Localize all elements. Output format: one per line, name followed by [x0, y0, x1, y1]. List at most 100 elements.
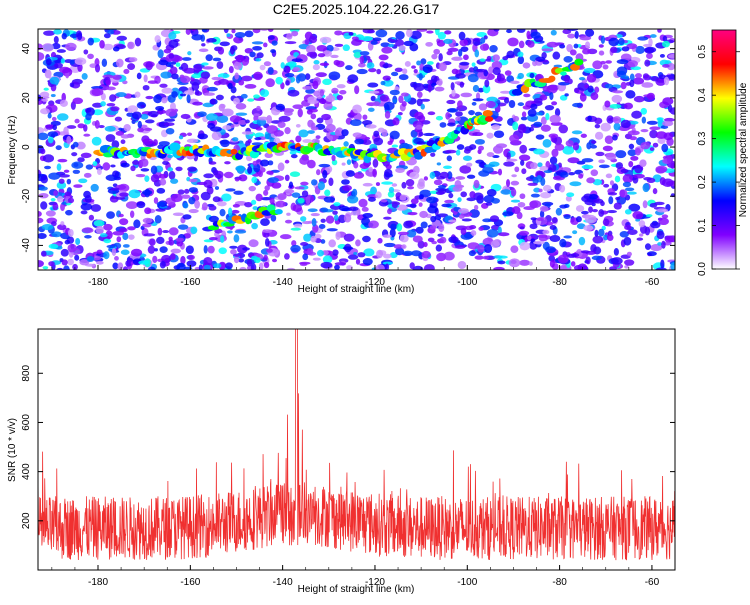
spectrogram-cell	[304, 38, 310, 45]
spectrogram-cell	[611, 257, 623, 265]
spectrogram-cell	[385, 263, 390, 270]
spectrogram-cell	[326, 44, 334, 52]
spectrogram-cell	[401, 244, 407, 250]
spectrogram-cell	[398, 74, 409, 81]
spectrogram-cell	[180, 75, 191, 84]
spectrogram-cell	[311, 179, 318, 186]
spectrogram-cell	[71, 152, 78, 157]
spectrogram-cell	[272, 258, 278, 263]
spectrogram-cell	[395, 39, 405, 47]
spectrogram-cell	[526, 30, 531, 40]
spectrogram-cell	[230, 124, 235, 128]
spectrogram-cell	[529, 72, 535, 79]
spectrogram-cell	[265, 78, 275, 88]
spectrogram-cell	[486, 152, 495, 158]
spectrogram-cell	[187, 51, 192, 56]
spectrogram-cell	[345, 65, 353, 71]
spectrogram-cell	[277, 121, 286, 128]
spectrogram-cell	[49, 76, 60, 85]
spectrogram-cell	[154, 35, 161, 43]
spectrogram-cell	[610, 46, 618, 54]
spectrogram-cell	[206, 86, 218, 92]
spectrogram-cell	[602, 145, 613, 152]
spectrogram-cell	[142, 138, 154, 145]
spectrogram-cell	[325, 215, 335, 224]
spectrogram-cell	[320, 218, 326, 223]
spectrogram-cell	[510, 188, 517, 197]
spectrogram-cell	[336, 94, 344, 101]
spectrogram-cell	[590, 92, 599, 101]
spectrogram-cell	[486, 189, 497, 197]
spectrogram-cell	[43, 87, 49, 91]
spectrogram-cell	[61, 201, 67, 205]
spectrogram-cell	[519, 259, 531, 266]
spectrogram-cell	[38, 192, 49, 199]
spectrogram-cell	[409, 262, 415, 270]
spectrogram-cell	[316, 249, 324, 257]
spectrogram-cell	[297, 197, 305, 204]
spectrogram-cell	[662, 40, 670, 48]
spectrogram-cell	[201, 202, 208, 211]
spectrogram-cell	[148, 238, 156, 246]
spectrogram-cell	[455, 111, 463, 117]
spectrogram-cell	[629, 73, 635, 81]
spectrogram-cell	[468, 110, 475, 116]
spectrogram-cell	[572, 142, 580, 151]
spectrogram-cell	[549, 92, 554, 101]
spectrogram-cell	[285, 66, 291, 74]
spectrogram-cell	[104, 125, 116, 132]
spectrogram-cell	[345, 170, 355, 177]
spectrogram-cell	[416, 29, 428, 32]
spectrogram-cell	[294, 186, 305, 190]
spectrogram-cell	[383, 253, 392, 259]
spectrogram-cell	[57, 195, 64, 203]
spectrogram-cell	[47, 131, 59, 138]
spectrogram-cell	[81, 72, 88, 80]
spectrogram-cell	[339, 90, 347, 95]
spectrogram-cell	[98, 125, 105, 129]
spectrogram-cell	[637, 36, 649, 41]
spectrogram-cell	[66, 178, 72, 185]
spectrogram-cell	[259, 64, 266, 71]
spectrogram-cell	[244, 201, 253, 208]
spectrogram-cell	[604, 83, 614, 89]
spectrogram-cell	[220, 103, 226, 109]
spectrogram-cell	[330, 54, 339, 59]
spectrogram-cell	[639, 159, 647, 168]
spectrogram-cell	[380, 80, 386, 86]
spectrogram-cell	[41, 43, 54, 52]
spectrogram-cell	[430, 75, 438, 84]
spectrogram-cell	[620, 168, 629, 174]
spectrogram-cell	[322, 255, 333, 264]
spectrogram-cell	[398, 95, 404, 104]
spectrogram-cell	[103, 33, 111, 39]
spectrogram-cell	[613, 122, 621, 131]
spectrogram-cell	[382, 234, 392, 238]
spectrogram-cell	[218, 261, 227, 270]
spectrogram-cell	[435, 244, 442, 252]
spectrogram-cell	[509, 80, 520, 85]
spectrogram-cell	[349, 119, 362, 127]
spectrogram-cell	[110, 187, 120, 191]
spectrogram-cell	[458, 31, 466, 41]
spectrogram-cell	[197, 111, 207, 117]
spectrogram-cell	[299, 156, 310, 165]
spectrogram-cell	[222, 125, 232, 131]
spectrogram-feature-cell	[570, 63, 580, 71]
spectrogram-cell	[307, 130, 315, 134]
spectrogram-cell	[486, 96, 498, 103]
spectrogram-cell	[458, 214, 465, 219]
spectrogram-cell	[407, 211, 418, 216]
spectrogram-cell	[387, 140, 393, 146]
spectrogram-cell	[624, 259, 635, 266]
spectrogram-cell	[506, 75, 515, 83]
spectrogram-cell	[183, 89, 195, 96]
spectrogram-cell	[141, 189, 153, 196]
spectrogram-cell	[633, 173, 645, 179]
spectrogram-cell	[538, 188, 543, 193]
spectrogram-cell	[468, 67, 475, 73]
spectrogram-cell	[161, 97, 168, 104]
spectrogram-cell	[245, 119, 250, 124]
spectrogram-cell	[656, 117, 664, 121]
spectrogram-cell	[164, 258, 170, 264]
